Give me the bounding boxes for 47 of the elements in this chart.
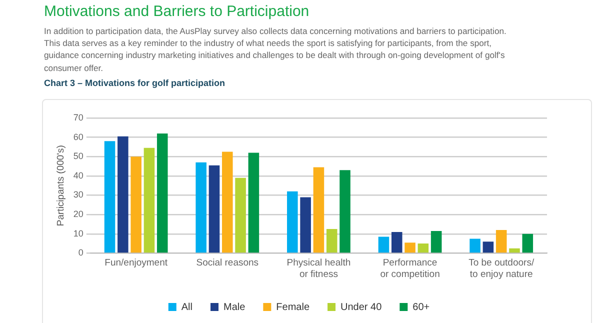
bar: [208, 165, 220, 253]
y-tick-label: 0: [78, 248, 84, 258]
legend-label: Female: [276, 302, 310, 313]
bar: [196, 162, 206, 253]
y-tick-label: 10: [73, 228, 84, 238]
legend-label: All: [181, 302, 193, 313]
chart-title: Motivations and Barriers to Participation: [44, 3, 310, 20]
bar: [118, 136, 128, 253]
bar: [222, 152, 233, 253]
legend-label: Male: [223, 302, 246, 313]
bar: [404, 242, 416, 253]
x-tick-label: Social reasons: [196, 258, 259, 269]
y-tick-label: 70: [73, 112, 84, 122]
bar: [287, 191, 298, 253]
x-tick-label: Performance or competition: [380, 258, 440, 280]
y-tick-label: 30: [73, 190, 84, 200]
x-tick-label: Fun/enjoyment: [104, 258, 168, 269]
y-tick-label: 20: [73, 209, 84, 220]
x-tick-label: To be outdoors/ to enjoy nature: [468, 258, 534, 280]
bar: [378, 236, 390, 253]
bar: [470, 238, 480, 253]
caption: Chart 3 – Motivations for golf participation: [44, 78, 226, 88]
bar: [144, 148, 155, 253]
y-axis-title: Participants (000's): [55, 145, 66, 226]
y-tick-label: 60: [73, 132, 84, 142]
bar: [130, 156, 142, 253]
bar: [391, 232, 402, 253]
bar: [326, 229, 338, 253]
bar: [248, 152, 260, 253]
x-tick-label: Physical health or fitness: [286, 258, 351, 280]
bar: [418, 244, 429, 253]
bar: [482, 242, 494, 253]
bar: [156, 133, 168, 253]
bar: [313, 167, 324, 253]
y-tick-label: 40: [73, 170, 84, 180]
legend-label: Under 40: [340, 302, 382, 313]
y-tick-label: 50: [73, 151, 84, 162]
bar: [235, 178, 246, 253]
bar: [430, 230, 442, 253]
legend-label: 60+: [412, 302, 430, 313]
bar: [104, 141, 116, 253]
chart-subtitle: In addition to participation data, the AusPlay survey also collects data concerning motivations and barriers to participation. This data serves as a key reminder to the industry of what needs the sport is satisfying for participants, from the sport, guidance concerning industry marketing initiatives and challenges to be dealt with through on-going development of golf's consumer offer.: [44, 25, 508, 74]
bar: [522, 234, 534, 253]
bar: [496, 230, 507, 253]
bar: [340, 170, 350, 253]
bar: [509, 248, 520, 253]
bar: [300, 197, 311, 253]
